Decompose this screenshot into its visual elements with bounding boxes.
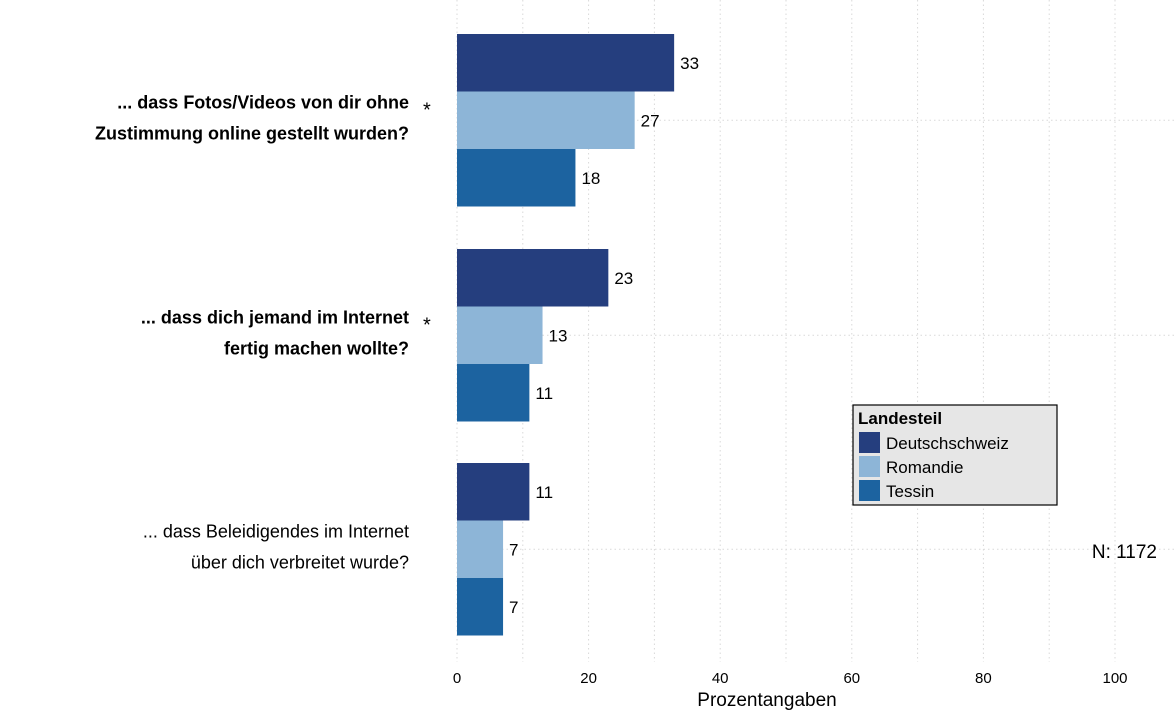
x-tick-label: 100 [1102, 670, 1127, 687]
bar-tessin [457, 364, 530, 422]
category-label: ... dass Beleidigendes im Internet [143, 521, 409, 541]
x-axis-ticks: 0 20 40 60 80 100 [453, 670, 1128, 687]
x-tick-label: 0 [453, 670, 461, 687]
bar-deutschschweiz [457, 249, 609, 307]
value-label: 33 [680, 54, 699, 73]
value-label: 11 [535, 384, 553, 403]
value-label: 7 [509, 540, 518, 559]
value-labels: 33 27 18 23 13 11 11 7 7 [509, 54, 699, 617]
category-label: über dich verbreitet wurde? [191, 552, 409, 572]
value-label: 27 [641, 111, 660, 130]
legend-box [852, 404, 1058, 506]
bar-romandie [457, 520, 504, 578]
category-label: ... dass Fotos/Videos von dir ohne [117, 92, 409, 112]
value-label: 13 [549, 326, 568, 345]
bar-deutschschweiz [457, 34, 675, 92]
x-tick-label: 60 [843, 670, 860, 687]
legend: Landesteil Deutschschweiz Romandie Tessin [852, 404, 1058, 506]
significance-marker: * [423, 314, 431, 336]
legend-swatch [859, 432, 880, 453]
category-label: Zustimmung online gestellt wurden? [95, 123, 409, 143]
bars [457, 34, 675, 636]
sample-size-note: N: 1172 [1092, 542, 1157, 563]
value-label: 11 [535, 483, 553, 502]
category-labels: ... dass Fotos/Videos von dir ohne Zustim… [95, 92, 431, 572]
legend-title: Landesteil [858, 409, 942, 428]
bar-deutschschweiz [457, 463, 530, 521]
bar-romandie [457, 91, 635, 149]
x-axis-title: Prozentangaben [697, 690, 836, 711]
bar-tessin [457, 149, 576, 207]
significance-marker: * [423, 99, 431, 121]
bar-romandie [457, 306, 543, 364]
x-tick-label: 80 [975, 670, 992, 687]
legend-swatch [859, 456, 880, 477]
category-label: ... dass dich jemand im Internet [141, 307, 409, 327]
legend-label: Romandie [886, 458, 964, 477]
value-label: 23 [614, 269, 633, 288]
legend-swatch [859, 480, 880, 501]
legend-label: Tessin [886, 482, 934, 501]
x-tick-label: 40 [712, 670, 729, 687]
value-label: 18 [581, 169, 600, 188]
category-label: fertig machen wollte? [224, 338, 409, 358]
value-label: 7 [509, 598, 518, 617]
bar-tessin [457, 578, 504, 636]
legend-label: Deutschschweiz [886, 434, 1009, 453]
x-tick-label: 20 [580, 670, 597, 687]
